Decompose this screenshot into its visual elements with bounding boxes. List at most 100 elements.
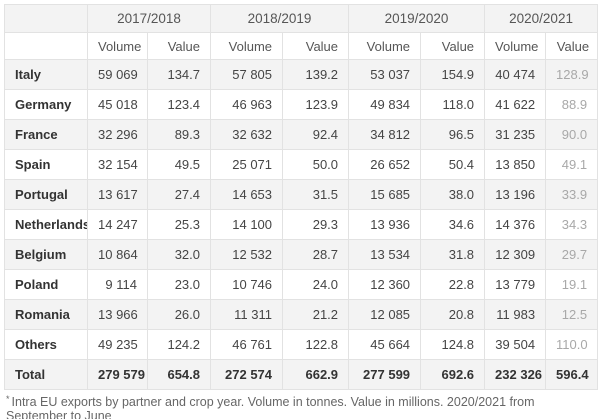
- cell-value: 123.9: [282, 89, 350, 120]
- cell-value: 279 579: [87, 359, 148, 390]
- cell-value: 123.4: [146, 89, 212, 120]
- cell-value: 32 154: [87, 149, 148, 180]
- cell-value: 57 805: [210, 59, 284, 90]
- table-body: Italy 59 069 134.7 57 805 139.2 53 037 154.9 40…: [4, 59, 599, 390]
- year-header-2017-2018: 2017/2018: [86, 4, 212, 33]
- cell-value: 90.0: [545, 119, 599, 150]
- column-header-value: Value: [545, 32, 599, 60]
- row-label: Romania: [4, 299, 88, 330]
- cell-value: 110.0: [545, 329, 599, 360]
- total-row: Total 279 579 654.8 272 574 662.9 277 599 692.…: [4, 359, 599, 390]
- cell-value: 50.0: [282, 149, 350, 180]
- cell-value: 14 376: [484, 209, 547, 240]
- cell-value: 59 069: [87, 59, 148, 90]
- corner-cell-2: [4, 32, 88, 60]
- exports-table: 2017/2018 2018/2019 2019/2020 2020/2021 …: [4, 4, 599, 390]
- table-row: Italy 59 069 134.7 57 805 139.2 53 037 154.9 40…: [4, 59, 599, 90]
- cell-value: 49.5: [146, 149, 212, 180]
- cell-value: 21.2: [282, 299, 350, 330]
- cell-value: 41 622: [484, 89, 547, 120]
- cell-value: 49 834: [348, 89, 422, 120]
- cell-value: 154.9: [420, 59, 486, 90]
- year-header-row: 2017/2018 2018/2019 2019/2020 2020/2021: [4, 4, 599, 33]
- row-label: Germany: [4, 89, 88, 120]
- cell-value: 13 617: [87, 179, 148, 210]
- cell-value: 124.8: [420, 329, 486, 360]
- table-row: Poland 9 114 23.0 10 746 24.0 12 360 22.8 13 77…: [4, 269, 599, 300]
- cell-value: 692.6: [420, 359, 486, 390]
- column-header-volume: Volume: [87, 32, 148, 60]
- cell-value: 32 296: [87, 119, 148, 150]
- column-header-value: Value: [420, 32, 486, 60]
- cell-value: 19.1: [545, 269, 599, 300]
- cell-value: 22.8: [420, 269, 486, 300]
- cell-value: 13 196: [484, 179, 547, 210]
- cell-value: 46 963: [210, 89, 284, 120]
- cell-value: 11 983: [484, 299, 547, 330]
- row-label: Italy: [4, 59, 88, 90]
- row-label: Netherlands: [4, 209, 88, 240]
- cell-value: 272 574: [210, 359, 284, 390]
- column-header-volume: Volume: [348, 32, 422, 60]
- cell-value: 50.4: [420, 149, 486, 180]
- row-label: Total: [4, 359, 88, 390]
- cell-value: 46 761: [210, 329, 284, 360]
- row-label: France: [4, 119, 88, 150]
- table-row: France 32 296 89.3 32 632 92.4 34 812 96.5 31 2…: [4, 119, 599, 150]
- cell-value: 92.4: [282, 119, 350, 150]
- cell-value: 53 037: [348, 59, 422, 90]
- cell-value: 12 360: [348, 269, 422, 300]
- cell-value: 124.2: [146, 329, 212, 360]
- cell-value: 89.3: [146, 119, 212, 150]
- cell-value: 596.4: [545, 359, 599, 390]
- corner-cell: [4, 4, 88, 33]
- column-header-volume: Volume: [210, 32, 284, 60]
- cell-value: 25 071: [210, 149, 284, 180]
- footnote-text: Intra EU exports by partner and crop yea…: [6, 395, 535, 419]
- cell-value: 25.3: [146, 209, 212, 240]
- cell-value: 13 966: [87, 299, 148, 330]
- row-label: Belgium: [4, 239, 88, 270]
- cell-value: 34 812: [348, 119, 422, 150]
- column-header-value: Value: [146, 32, 212, 60]
- cell-value: 96.5: [420, 119, 486, 150]
- table-row: Portugal 13 617 27.4 14 653 31.5 15 685 38.0 13…: [4, 179, 599, 210]
- cell-value: 49 235: [87, 329, 148, 360]
- table-row: Romania 13 966 26.0 11 311 21.2 12 085 20.8 11 …: [4, 299, 599, 330]
- cell-value: 29.7: [545, 239, 599, 270]
- cell-value: 12 085: [348, 299, 422, 330]
- year-header-2020-2021: 2020/2021: [484, 4, 599, 33]
- cell-value: 45 664: [348, 329, 422, 360]
- cell-value: 277 599: [348, 359, 422, 390]
- cell-value: 14 247: [87, 209, 148, 240]
- cell-value: 118.0: [420, 89, 486, 120]
- cell-value: 12 532: [210, 239, 284, 270]
- row-label: Poland: [4, 269, 88, 300]
- cell-value: 29.3: [282, 209, 350, 240]
- cell-value: 32.0: [146, 239, 212, 270]
- cell-value: 13 779: [484, 269, 547, 300]
- footnote: * Intra EU exports by partner and crop ye…: [4, 393, 597, 419]
- cell-value: 34.3: [545, 209, 599, 240]
- row-label: Spain: [4, 149, 88, 180]
- cell-value: 654.8: [146, 359, 212, 390]
- cell-value: 32 632: [210, 119, 284, 150]
- cell-value: 27.4: [146, 179, 212, 210]
- cell-value: 39 504: [484, 329, 547, 360]
- cell-value: 40 474: [484, 59, 547, 90]
- cell-value: 12 309: [484, 239, 547, 270]
- cell-value: 10 864: [87, 239, 148, 270]
- cell-value: 45 018: [87, 89, 148, 120]
- cell-value: 24.0: [282, 269, 350, 300]
- cell-value: 31.5: [282, 179, 350, 210]
- cell-value: 14 653: [210, 179, 284, 210]
- cell-value: 13 936: [348, 209, 422, 240]
- cell-value: 134.7: [146, 59, 212, 90]
- table-row: Spain 32 154 49.5 25 071 50.0 26 652 50.4 13 85…: [4, 149, 599, 180]
- cell-value: 10 746: [210, 269, 284, 300]
- cell-value: 26.0: [146, 299, 212, 330]
- cell-value: 31 235: [484, 119, 547, 150]
- table-row: Belgium 10 864 32.0 12 532 28.7 13 534 31.8 12 …: [4, 239, 599, 270]
- cell-value: 34.6: [420, 209, 486, 240]
